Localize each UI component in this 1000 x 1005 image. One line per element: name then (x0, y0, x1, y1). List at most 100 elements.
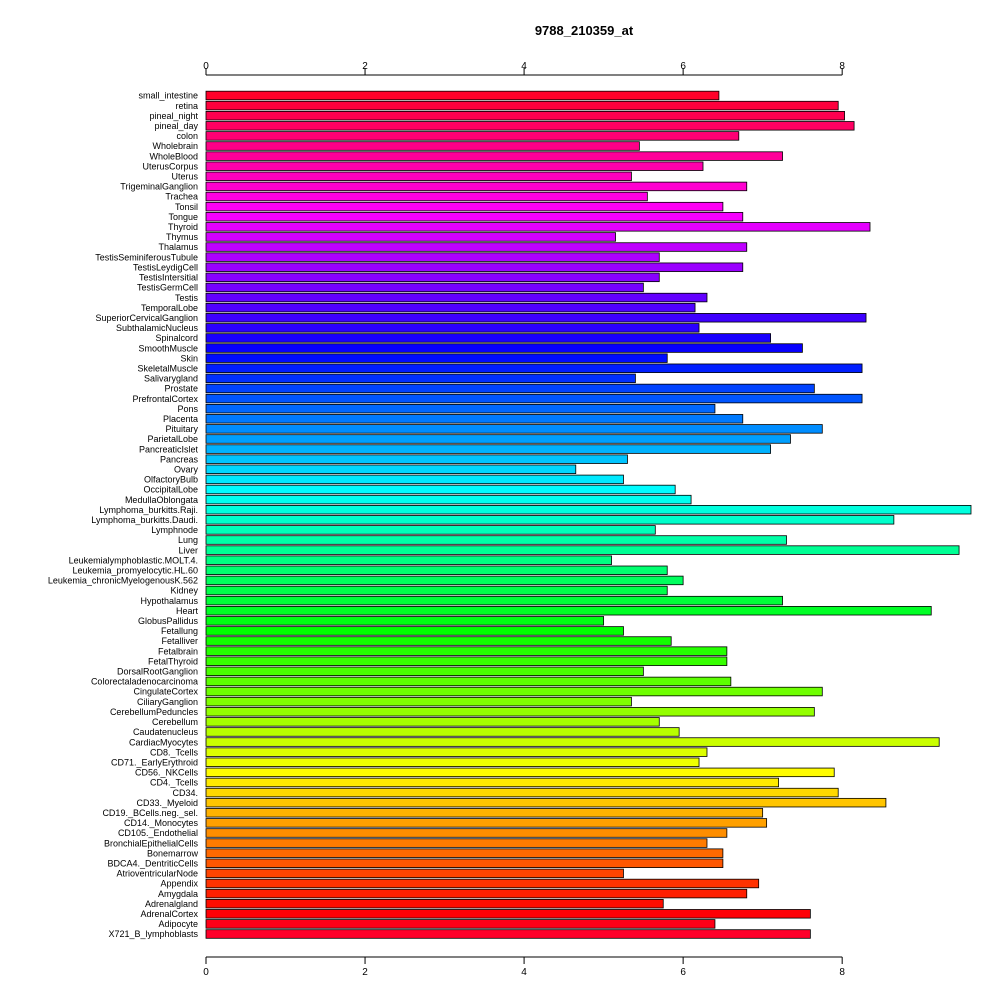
bar-Ovary (205, 464, 577, 474)
category-label: AdrenalCortex (140, 909, 198, 919)
bar-Placenta (205, 414, 744, 424)
bar-CardiacMyocytes (205, 737, 940, 747)
category-label: CD105._Endothelial (118, 828, 198, 838)
x-axis-top-tick-label: 2 (362, 61, 368, 72)
category-label: Bonemarrow (147, 848, 199, 858)
bar-CD14._Monocytes (205, 818, 768, 828)
category-label: SuperiorCervicalGanglion (95, 313, 198, 323)
category-label: Thymus (166, 232, 199, 242)
category-label: Heart (176, 606, 199, 616)
bar-Pons (205, 403, 716, 414)
category-label: Hypothalamus (140, 596, 198, 606)
bar-CD34. (205, 787, 839, 798)
category-label: Thyroid (168, 222, 198, 232)
bar-Lymphoma_burkitts.Daudi. (205, 515, 895, 525)
category-label: PancreaticIslet (139, 444, 199, 454)
bar-CingulateCortex (205, 686, 823, 697)
bar-CD4._Tcells (205, 777, 779, 788)
category-label: Tonsil (175, 202, 198, 212)
category-label: Leukemia_promyelocytic.HL.60 (72, 566, 198, 576)
bar-Lymphoma_burkitts.Raji. (205, 504, 972, 515)
bar-CD105._Endothelial (205, 828, 728, 838)
category-label: Pancreas (160, 454, 199, 464)
category-label: Adrenalgland (145, 899, 198, 909)
category-label: Leukemia_chronicMyelogenousK.562 (48, 576, 198, 586)
bar-Tongue (205, 212, 744, 222)
bar-Tonsil (205, 201, 724, 212)
bar-SubthalamicNucleus (205, 323, 700, 333)
x-axis-bottom-tick-label: 0 (203, 967, 209, 978)
x-axis-top: 0 2 4 6 8 (203, 61, 845, 76)
bar-TestisSeminiferousTubule (205, 252, 660, 262)
category-label: CD4._Tcells (150, 778, 199, 788)
bar-Fetalbrain (205, 646, 728, 656)
bar-Heart (205, 606, 932, 616)
bar-Skin (205, 353, 668, 363)
bar-SuperiorCervicalGanglion (205, 313, 867, 323)
bar-X721_B_lymphoblasts (205, 929, 811, 939)
category-label: pineal_day (154, 121, 198, 131)
bar-Caudatenucleus (205, 727, 680, 737)
bar-Lymphnode (205, 525, 656, 535)
category-label: PrefrontalCortex (132, 394, 198, 404)
bar-CD56._NKCells (205, 767, 835, 778)
category-label: Liver (178, 545, 198, 555)
category-label: Trachea (165, 192, 198, 202)
bar-TestisGermCell (205, 282, 644, 293)
category-label: ParietalLobe (147, 434, 198, 444)
x-axis-bottom: 0 2 4 6 8 (203, 956, 845, 978)
bar-Fetallung (205, 626, 624, 636)
category-label: Wholebrain (152, 141, 198, 151)
bar-OlfactoryBulb (205, 474, 624, 485)
bar-Wholebrain (205, 141, 640, 151)
category-label: OlfactoryBulb (144, 475, 198, 485)
category-label: CD34. (172, 788, 198, 798)
bar-Leukemialymphoblastic.MOLT.4. (205, 555, 612, 565)
category-label: CD8._Tcells (150, 747, 199, 757)
category-label: Pituitary (165, 424, 198, 434)
bar-Trachea (205, 191, 648, 202)
bar-CD19._BCells.neg._sel. (205, 808, 764, 818)
bar-AdrenalCortex (205, 909, 811, 919)
bars (205, 90, 972, 939)
category-label: Ovary (174, 464, 199, 474)
x-axis-bottom-tick-label: 6 (680, 967, 686, 978)
bar-Colorectaladenocarcinoma (205, 676, 732, 687)
category-label: CerebellumPeduncles (110, 707, 199, 717)
category-label: SubthalamicNucleus (116, 323, 199, 333)
bar-colon (205, 131, 740, 141)
category-label: CiliaryGanglion (137, 697, 198, 707)
bar-PancreaticIslet (205, 444, 771, 454)
category-label: Caudatenucleus (133, 727, 199, 737)
bar-Thyroid (205, 222, 871, 232)
x-axis-bottom-tick-label: 2 (362, 967, 368, 978)
bar-AtrioventricularNode (205, 868, 624, 879)
category-label: Tongue (168, 212, 198, 222)
bar-BDCA4._DentriticCells (205, 858, 724, 868)
category-labels: small_intestineretinapineal_nightpineal_… (48, 91, 199, 940)
category-label: Salivarygland (144, 374, 198, 384)
category-label: TrigeminalGanglion (120, 182, 198, 192)
bar-DorsalRootGanglion (205, 666, 644, 677)
bar-Hypothalamus (205, 595, 783, 606)
category-label: Leukemialymphoblastic.MOLT.4. (69, 555, 198, 565)
category-label: Pons (177, 404, 198, 414)
bar-Cerebellum (205, 717, 660, 727)
bar-Bonemarrow (205, 848, 724, 858)
bar-small_intestine (205, 90, 720, 101)
category-label: SmoothMuscle (138, 343, 198, 353)
bar-retina (205, 100, 839, 111)
category-label: GlobusPallidus (138, 616, 199, 626)
x-axis-top-tick-label: 6 (680, 61, 686, 72)
category-label: pineal_night (149, 111, 198, 121)
bar-Lung (205, 535, 787, 545)
bar-Adrenalgland (205, 898, 664, 909)
category-label: CD19._BCells.neg._sel. (102, 808, 198, 818)
category-label: FetalThyroid (148, 656, 198, 666)
chart-title: 9788_210359_at (535, 23, 634, 38)
category-label: Amygdala (158, 889, 198, 899)
category-label: Kidney (170, 586, 198, 596)
category-label: CD56._NKCells (135, 768, 199, 778)
category-label: colon (176, 131, 198, 141)
